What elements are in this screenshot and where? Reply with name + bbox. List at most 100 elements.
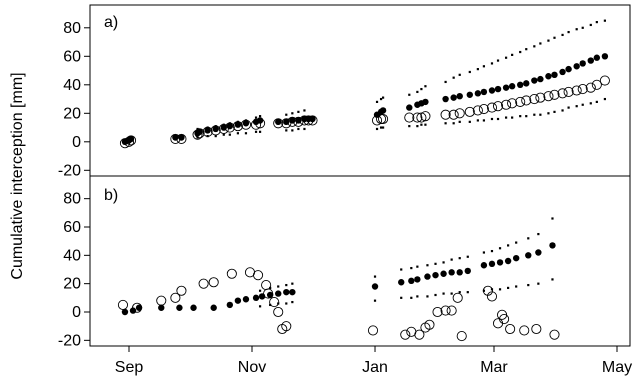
x-tick-label: May bbox=[602, 359, 632, 376]
data-point-open bbox=[549, 89, 560, 100]
data-point-band bbox=[269, 303, 272, 307]
data-point-open bbox=[424, 319, 435, 330]
data-point-open bbox=[250, 119, 262, 130]
data-point-band bbox=[410, 266, 413, 270]
data-point-open bbox=[132, 302, 143, 313]
data-point-open bbox=[404, 112, 415, 123]
data-point-band bbox=[533, 113, 536, 116]
data-point-filled bbox=[474, 90, 482, 97]
data-point-filled bbox=[587, 57, 594, 64]
data-point-band bbox=[482, 119, 486, 122]
data-point-band bbox=[244, 119, 248, 122]
data-point-open bbox=[507, 98, 518, 109]
data-point-open bbox=[281, 118, 292, 129]
data-point-filled bbox=[275, 118, 282, 126]
data-point-open bbox=[535, 92, 546, 103]
data-point-filled bbox=[283, 288, 290, 296]
data-point-band bbox=[595, 21, 598, 24]
data-point-band bbox=[277, 302, 280, 305]
data-point-open bbox=[519, 325, 530, 336]
data-point-band bbox=[551, 217, 554, 220]
data-point-band bbox=[561, 33, 564, 37]
data-point-band bbox=[575, 28, 578, 31]
data-point-open bbox=[287, 116, 298, 127]
data-point-band bbox=[408, 93, 411, 96]
data-point-filled bbox=[252, 294, 260, 302]
data-point-band bbox=[379, 126, 383, 129]
data-point-filled bbox=[432, 271, 439, 279]
data-point-filled bbox=[565, 65, 572, 73]
data-point-open bbox=[571, 85, 582, 96]
data-point-open bbox=[307, 115, 318, 126]
data-point-band bbox=[533, 45, 536, 48]
data-point-band bbox=[426, 295, 429, 298]
data-point-filled bbox=[226, 301, 234, 309]
data-point-open bbox=[492, 318, 504, 329]
data-point-band bbox=[381, 126, 385, 129]
data-point-open bbox=[416, 112, 427, 123]
y-tick-label: 20 bbox=[63, 276, 81, 293]
y-tick-label: 0 bbox=[72, 134, 81, 151]
data-point-band bbox=[496, 59, 500, 62]
data-point-filled bbox=[212, 125, 219, 133]
data-point-open bbox=[585, 82, 596, 93]
data-point-filled bbox=[414, 276, 421, 283]
data-point-open bbox=[420, 111, 431, 122]
data-point-band bbox=[490, 288, 494, 291]
data-point-open bbox=[255, 118, 266, 129]
data-point-filled bbox=[496, 259, 504, 266]
data-point-filled bbox=[537, 75, 544, 83]
data-point-open bbox=[549, 329, 560, 340]
data-point-filled bbox=[158, 304, 165, 311]
data-point-filled bbox=[480, 262, 488, 269]
data-point-open bbox=[226, 268, 237, 279]
data-point-band bbox=[285, 283, 288, 287]
data-point-band bbox=[424, 123, 427, 126]
data-point-filled bbox=[545, 73, 552, 80]
data-point-open bbox=[198, 278, 209, 289]
data-point-open bbox=[281, 321, 292, 332]
data-point-open bbox=[499, 314, 510, 325]
data-point-band bbox=[258, 305, 262, 308]
data-point-open bbox=[486, 102, 498, 113]
data-point-band bbox=[482, 65, 486, 68]
data-point-band bbox=[254, 130, 258, 133]
data-point-open bbox=[529, 94, 540, 105]
data-point-band bbox=[527, 237, 530, 240]
y-tick-label: 40 bbox=[63, 77, 81, 94]
data-point-filled bbox=[371, 283, 379, 290]
data-point-filled bbox=[494, 85, 502, 93]
data-point-band bbox=[551, 278, 554, 281]
data-point-band bbox=[379, 97, 383, 101]
data-point-band bbox=[373, 299, 377, 302]
data-point-open bbox=[367, 325, 379, 336]
data-point-band bbox=[375, 127, 379, 131]
data-point-open bbox=[591, 79, 602, 90]
data-point-band bbox=[228, 122, 231, 125]
data-point-open bbox=[478, 103, 489, 115]
data-point-open bbox=[414, 329, 425, 340]
data-point-band bbox=[511, 116, 514, 119]
data-point-band bbox=[214, 135, 217, 138]
x-tick-label: Sep bbox=[115, 359, 144, 376]
data-point-open bbox=[501, 99, 512, 110]
data-point-open bbox=[371, 115, 383, 126]
data-point-open bbox=[293, 116, 304, 127]
data-point-band bbox=[297, 110, 300, 113]
data-point-filled bbox=[466, 91, 473, 98]
data-point-open bbox=[176, 133, 187, 144]
data-point-open bbox=[117, 299, 129, 310]
data-point-filled bbox=[210, 304, 217, 311]
data-point-filled bbox=[464, 267, 471, 275]
data-point-filled bbox=[531, 77, 538, 84]
data-point-filled bbox=[422, 98, 429, 106]
data-point-band bbox=[482, 251, 486, 254]
data-point-band bbox=[458, 73, 461, 76]
data-point-open bbox=[505, 323, 516, 335]
data-point-band bbox=[303, 127, 306, 131]
data-point-filled bbox=[480, 88, 488, 96]
data-point-band bbox=[400, 268, 403, 271]
data-point-open bbox=[412, 112, 423, 123]
data-point-band bbox=[416, 295, 419, 298]
data-point-band bbox=[206, 135, 209, 138]
